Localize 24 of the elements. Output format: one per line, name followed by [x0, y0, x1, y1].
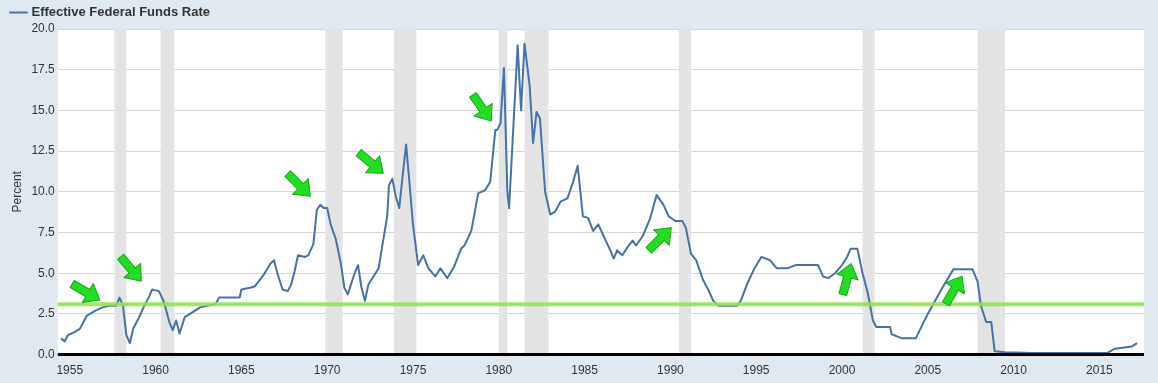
x-tick-label: 1975 [399, 363, 427, 378]
x-tick-label: 1960 [142, 363, 170, 378]
x-tick-label: 2015 [1086, 363, 1114, 378]
y-tick-label: 10.0 [31, 184, 56, 199]
y-tick-label: 7.5 [38, 224, 56, 239]
y-tick-label: 0.0 [38, 346, 56, 361]
y-tick-label: 17.5 [31, 62, 56, 77]
x-tick-label: 1990 [657, 363, 685, 378]
x-tick-label: 1970 [313, 363, 341, 378]
y-axis-title: Percent [9, 170, 24, 213]
y-tick-label: 15.0 [31, 102, 56, 117]
x-tick-label: 1955 [56, 363, 84, 378]
x-tick-label: 2010 [1000, 363, 1028, 378]
x-tick-label: 1995 [742, 363, 770, 378]
y-tick-label: 5.0 [38, 265, 56, 280]
x-tick-label: 1980 [485, 363, 513, 378]
y-tick-label: 20.0 [31, 21, 56, 36]
x-tick-label: 1965 [228, 363, 256, 378]
legend-label: Effective Federal Funds Rate [31, 4, 210, 20]
y-tick-label: 2.5 [38, 306, 56, 321]
x-tick-label: 2005 [914, 363, 942, 378]
x-tick-label: 1985 [571, 363, 599, 378]
x-tick-label: 2000 [828, 363, 856, 378]
y-tick-label: 12.5 [31, 143, 56, 158]
